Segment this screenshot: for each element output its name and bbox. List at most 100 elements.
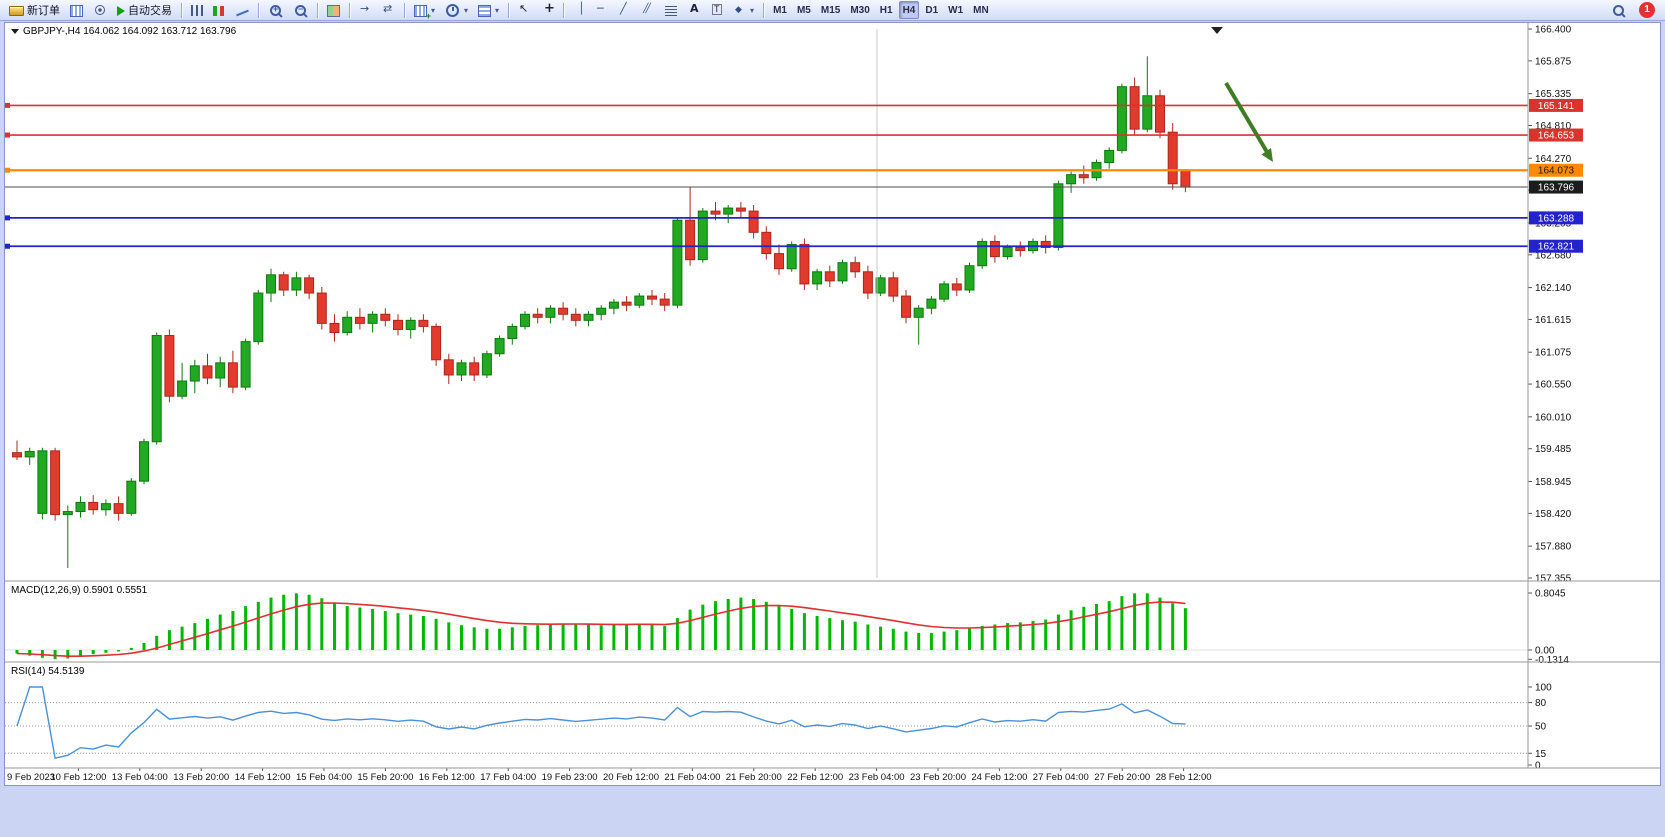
search-icon [1613, 4, 1624, 16]
symbol-dropdown-arrow-icon[interactable] [11, 29, 19, 34]
zoom-out-button[interactable] [289, 1, 312, 19]
toolbar-separator [763, 2, 765, 18]
label-button[interactable] [706, 1, 727, 19]
chart-shift-button[interactable] [378, 1, 399, 19]
price-axis-label: 164.270 [1535, 154, 1572, 165]
chart-shift-marker[interactable] [1211, 27, 1223, 34]
chart-canvas[interactable]: 166.400 165.875 165.335 164.810 164.270 163.7… [5, 23, 1660, 785]
tile-windows-button[interactable] [323, 1, 344, 19]
candlestick-series [12, 56, 1191, 568]
timeframe-h4-button[interactable]: H4 [898, 1, 920, 19]
timeframe-h1-button[interactable]: H1 [876, 1, 897, 19]
autotrading-button-label: 自动交易 [128, 5, 172, 17]
caret-down-icon: ▾ [750, 5, 755, 15]
rsi-axis-label: 0 [1535, 761, 1541, 772]
charts-button[interactable] [66, 1, 87, 19]
macd-pane: 0.8045 0.00-0.1314 [5, 589, 1569, 666]
search-button[interactable] [1607, 1, 1630, 19]
line-chart-button[interactable] [232, 1, 253, 19]
vertical-line-button[interactable] [569, 1, 590, 19]
price-axis-label: 166.400 [1535, 25, 1572, 36]
price-axis[interactable]: 166.400 165.875 165.335 164.810 164.270 163.7… [1528, 25, 1583, 585]
zoom-in-icon [270, 4, 281, 16]
timeframe-m1-button[interactable]: M1 [769, 1, 791, 19]
macd-axis-label: 0.00 [1535, 646, 1555, 657]
trend-arrow-head [1261, 148, 1273, 162]
timeframe-label: H1 [879, 4, 893, 16]
resistance-lower-handle[interactable] [5, 132, 10, 138]
new-order-button-label: 新订单 [27, 5, 60, 17]
resistance-lower-badge-value: 164.653 [1538, 131, 1575, 142]
support-lower-badge [1529, 239, 1583, 253]
time-axis-label: 27 Feb 04:00 [1033, 772, 1089, 783]
bid-price-badge [1529, 180, 1583, 194]
new-order-button[interactable]: 新订单 [5, 1, 64, 19]
clock-icon [446, 3, 460, 17]
line-chart-icon [236, 9, 249, 17]
price-axis-label: 158.945 [1535, 477, 1572, 488]
cursor-button[interactable] [514, 1, 535, 19]
templates-button[interactable]: ▾ [474, 1, 503, 19]
bid-price-badge-value: 163.796 [1538, 183, 1575, 194]
profiles-button[interactable]: ▾ [441, 1, 472, 19]
timeframe-w1-button[interactable]: W1 [944, 1, 967, 19]
support-upper-handle[interactable] [5, 215, 10, 221]
pivot-orange-handle[interactable] [5, 167, 10, 173]
text-icon [687, 3, 700, 16]
price-axis-label: 157.880 [1535, 542, 1572, 553]
zoom-in-button[interactable] [264, 1, 287, 19]
gold-bars-icon [9, 6, 24, 16]
bar-chart-button[interactable] [187, 1, 207, 19]
rsi-indicator-label: RSI(14) 54.5139 [11, 666, 85, 677]
timeframe-label: M1 [773, 4, 787, 16]
crosshair-button[interactable] [537, 1, 558, 19]
channel-button[interactable] [638, 1, 659, 19]
trend-icon [619, 3, 632, 16]
time-axis-label: 13 Feb 04:00 [112, 772, 168, 783]
price-axis-label: 159.485 [1535, 444, 1572, 455]
candlestick-chart-button[interactable] [209, 1, 230, 19]
support-lower-handle[interactable] [5, 243, 10, 249]
resistance-upper-handle[interactable] [5, 102, 10, 108]
time-axis-label: 10 Feb 12:00 [50, 772, 106, 783]
time-axis-label: 22 Feb 12:00 [787, 772, 843, 783]
horizontal-line-button[interactable] [592, 1, 613, 19]
chart-window[interactable]: 166.400 165.875 165.335 164.810 164.270 163.7… [4, 22, 1661, 786]
resistance-lower-badge [1529, 128, 1583, 142]
trend-arrow-object[interactable] [1224, 81, 1269, 154]
support-upper-badge [1529, 211, 1583, 225]
timeframe-label: M30 [850, 4, 870, 16]
notifications-badge[interactable]: 1 [1639, 2, 1655, 18]
autotrading-button[interactable]: 自动交易 [113, 1, 176, 19]
price-axis-label: 164.810 [1535, 121, 1572, 132]
toolbar: 新订单 自动交易 ▾ ▾ ▾ ▾ M1 M5 M15 M30 H1 H4 D1 W1 MN 1 [0, 0, 1665, 21]
toolbar-separator [563, 2, 565, 18]
price-axis-label: 160.550 [1535, 380, 1572, 391]
price-axis-label: 157.355 [1535, 574, 1572, 585]
timeframe-mn-button[interactable]: MN [969, 1, 993, 19]
chart-title-text: GBPJPY-,H4 164.062 164.092 163.712 163.7… [23, 26, 237, 37]
rsi-axis-label: 100 [1535, 683, 1552, 694]
shapes-button[interactable]: ▾ [729, 1, 758, 19]
auto-scroll-button[interactable] [355, 1, 376, 19]
text-button[interactable] [683, 1, 704, 19]
price-axis-label: 165.335 [1535, 89, 1572, 100]
target-icon [95, 5, 105, 15]
timeframe-d1-button[interactable]: D1 [921, 1, 942, 19]
fibonacci-button[interactable] [661, 1, 681, 19]
macd-indicator-label: MACD(12,26,9) 0.5901 0.5551 [11, 585, 148, 596]
new-chart-button[interactable]: ▾ [410, 1, 439, 20]
time-axis-label: 23 Feb 20:00 [910, 772, 966, 783]
chart-objects[interactable] [5, 29, 1528, 578]
timeframe-m15-button[interactable]: M15 [817, 1, 844, 19]
timeframe-m30-button[interactable]: M30 [846, 1, 873, 19]
timeframe-m5-button[interactable]: M5 [793, 1, 815, 19]
timeframe-label: H4 [902, 4, 916, 16]
timeframe-label: MN [973, 4, 989, 16]
resistance-upper-badge [1529, 98, 1583, 112]
macd-axis-label: 0.8045 [1535, 589, 1566, 600]
time-axis-label: 28 Feb 12:00 [1156, 772, 1212, 783]
trendline-button[interactable] [615, 1, 636, 19]
expert-advisors-button[interactable] [89, 1, 111, 19]
